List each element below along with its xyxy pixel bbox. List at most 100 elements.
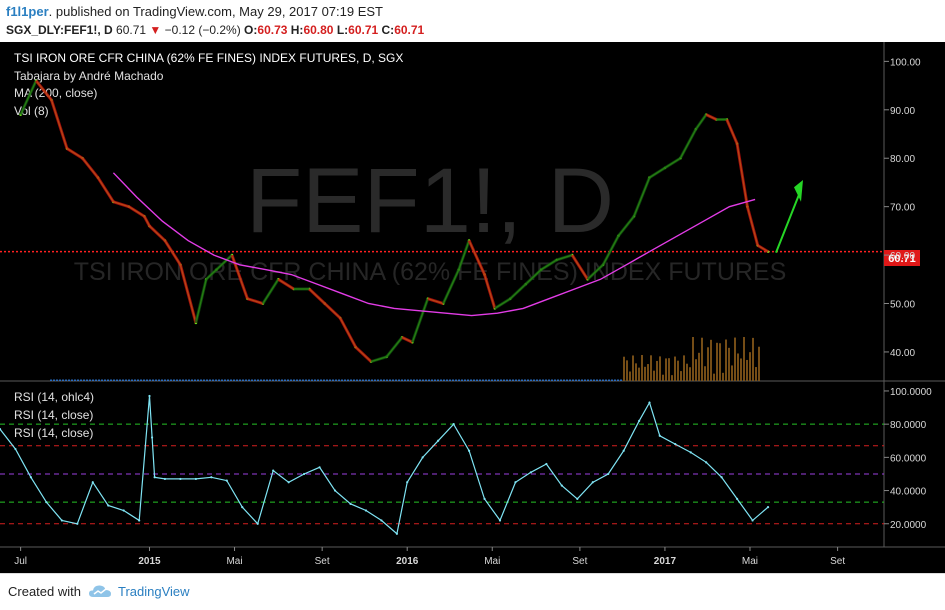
rsi-point[interactable] [150,436,154,439]
volume-bar [374,379,376,381]
rsi-point[interactable] [29,476,33,479]
last-price-tag [884,250,920,266]
rsi-point[interactable] [705,461,708,464]
rsi-point[interactable] [303,472,306,476]
rsi-point[interactable] [720,476,723,479]
rsi-point[interactable] [287,481,290,484]
volume-bar [395,379,397,381]
rsi-point[interactable] [148,394,151,398]
tabajara-segment [128,205,146,218]
volume-bar [377,379,379,381]
rsi-point[interactable] [380,519,383,522]
rsi-point[interactable] [333,489,337,492]
tabajara-segment [215,253,233,271]
rsi-point[interactable] [751,519,754,522]
rsi-point[interactable] [107,504,110,507]
rsi-point[interactable] [576,497,579,500]
volume-bar [134,379,136,381]
rsi-point[interactable] [91,481,94,484]
rsi-legend-3[interactable]: RSI (14, close) [14,426,93,440]
rsi-point[interactable] [545,462,548,466]
rsi-point[interactable] [122,509,125,512]
up-arrow-annotation[interactable] [775,191,801,254]
volume-bar [203,379,205,381]
volume-bar [326,379,328,381]
rsi-point[interactable] [14,447,17,451]
rsi-point[interactable] [591,481,594,484]
rsi-point[interactable] [163,477,167,481]
volume-bar [341,379,343,381]
volume-bar [74,379,76,381]
rsi-point[interactable] [406,481,409,484]
rsi-point[interactable] [638,419,641,422]
study-legend-tabajara[interactable]: Tabajara by André Machado [14,69,164,83]
rsi-point[interactable] [0,428,2,431]
high-value: 60.80 [303,23,334,37]
volume-bar [563,379,565,381]
rsi-point[interactable] [529,471,533,474]
volume-bar [371,379,373,381]
rsi-point[interactable] [766,506,770,509]
rsi-point[interactable] [45,501,48,504]
volume-bar [668,358,670,381]
rsi-point[interactable] [658,434,661,437]
rsi-point[interactable] [421,456,424,459]
rsi-point[interactable] [179,477,182,481]
rsi-point[interactable] [514,481,517,484]
rsi-point[interactable] [138,519,141,522]
rsi-point[interactable] [364,509,368,512]
rsi-point[interactable] [272,469,275,472]
rsi-point[interactable] [60,519,63,522]
study-legend-ma[interactable]: MA (200, close) [14,86,97,100]
chart-svg[interactable]: FEF1!, D TSI IRON ORE CFR CHINA (62% FE … [0,42,945,573]
rsi-point[interactable] [689,451,692,454]
volume-bar [500,379,502,381]
chart-area[interactable]: FEF1!, D TSI IRON ORE CFR CHINA (62% FE … [0,42,945,573]
tabajara-segment [524,268,543,286]
rsi-point[interactable] [437,439,440,442]
rsi-point[interactable] [498,519,502,522]
tradingview-brand-link[interactable]: TradingView [118,584,190,599]
rsi-point[interactable] [349,502,352,505]
rsi-point[interactable] [452,423,455,426]
volume-bar [608,379,610,381]
tabajara-segment [632,177,651,217]
rsi-legend-1[interactable]: RSI (14, ohlc4) [14,390,94,404]
rsi-point[interactable] [318,466,321,469]
ma200-line[interactable] [112,172,756,317]
study-legend-vol[interactable]: Vol (8) [14,104,49,118]
rsi-point[interactable] [256,522,259,525]
volume-bar [365,379,367,381]
rsi-point[interactable] [153,476,156,479]
rsi-line[interactable] [0,395,769,535]
rsi-point[interactable] [622,449,625,452]
rsi-point[interactable] [674,442,677,446]
symbol-name[interactable]: SGX_DLY:FEF1!, D [6,23,113,37]
volume-bar [599,379,601,381]
volume-bar [533,379,535,381]
rsi-point[interactable] [194,477,197,481]
created-with-text: Created with [8,584,81,599]
author-link[interactable]: f1l1per [6,4,49,19]
rsi-point[interactable] [210,476,213,479]
tabajara-segment [483,274,497,309]
rsi-point[interactable] [607,472,610,476]
rsi-point[interactable] [76,522,79,525]
rsi-point[interactable] [735,497,739,500]
rsi-point[interactable] [467,449,471,452]
rsi-point[interactable] [241,506,244,509]
rsi-point[interactable] [560,484,563,487]
rsi-point[interactable] [483,497,486,500]
last-price-tag-label: 60.71 [888,253,916,265]
rsi-point[interactable] [225,479,228,482]
volume-bar [164,379,166,381]
volume-bar [179,379,181,381]
rsi-legend-2[interactable]: RSI (14, close) [14,408,93,422]
tabajara-segment [370,355,388,364]
volume-bar [671,375,673,381]
volume-bar [209,379,211,381]
volume-bar [92,379,94,381]
rsi-point[interactable] [395,532,398,535]
tabajara-segment [586,263,605,281]
rsi-point[interactable] [648,401,651,404]
